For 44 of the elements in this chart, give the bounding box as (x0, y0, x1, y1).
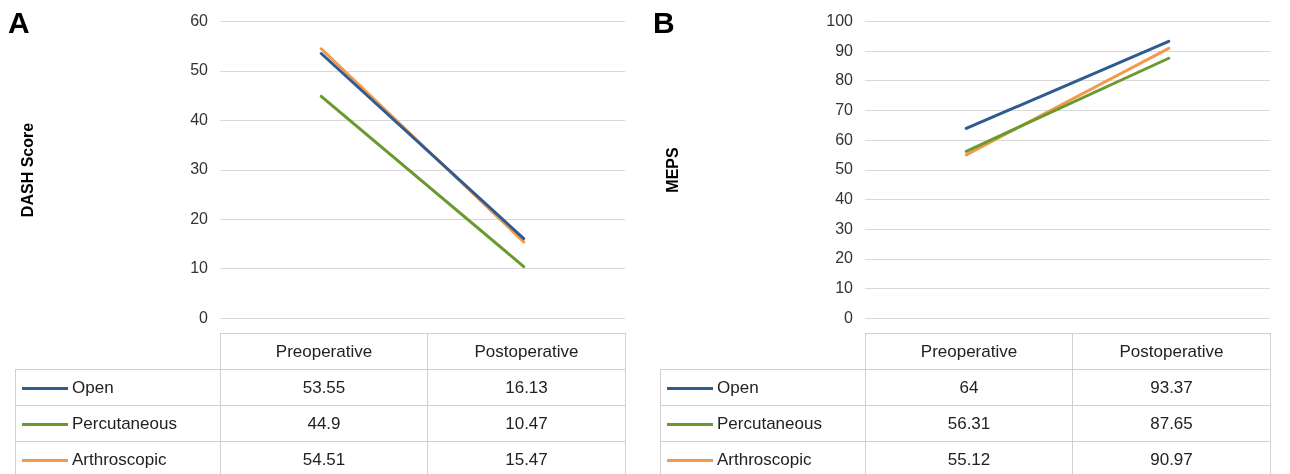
legend-label: Percutaneous (660, 405, 866, 442)
y-tick-label: 0 (199, 308, 209, 326)
y-tick-label: 20 (835, 249, 854, 267)
y-tick-label: 60 (190, 12, 209, 30)
legend-label: Open (15, 369, 221, 406)
legend-label: Open (660, 369, 866, 406)
y-tick-label: 50 (190, 61, 209, 79)
data-label: 53.55 (220, 369, 428, 406)
category-label: Postoperative (1119, 341, 1224, 361)
legend-label: Percutaneous (15, 405, 221, 442)
category-label: Preoperative (275, 341, 373, 361)
y-tick-label: 40 (835, 190, 854, 208)
data-label: 90.97 (1072, 441, 1271, 474)
data-label: 55.12 (865, 441, 1073, 474)
y-axis-title: MEPS (664, 147, 682, 193)
data-label: 87.65 (1072, 405, 1271, 442)
data-label: 44.9 (220, 405, 428, 442)
y-tick-label: 80 (835, 71, 854, 89)
y-tick-label: 10 (190, 259, 209, 277)
chart-title: B (653, 6, 675, 40)
y-tick-label: 20 (190, 209, 209, 227)
data-label: 54.51 (220, 441, 428, 474)
y-axis-title: DASH Score (19, 122, 37, 218)
data-label: 15.47 (427, 441, 626, 474)
y-tick-label: 50 (835, 160, 854, 178)
y-tick-label: 30 (835, 219, 854, 237)
y-tick-label: 90 (835, 41, 854, 59)
category-label: Preoperative (920, 341, 1018, 361)
category-label: Postoperative (474, 341, 579, 361)
data-label: 64 (865, 369, 1073, 406)
legend-label: Arthroscopic (15, 441, 221, 474)
y-tick-label: 100 (826, 12, 854, 30)
data-label: 93.37 (1072, 369, 1271, 406)
y-tick-label: 30 (190, 160, 209, 178)
y-tick-label: 60 (835, 130, 854, 148)
y-tick-label: 10 (835, 279, 854, 297)
data-label: 16.13 (427, 369, 626, 406)
data-label: 10.47 (427, 405, 626, 442)
y-tick-label: 40 (190, 110, 209, 128)
data-label: 56.31 (865, 405, 1073, 442)
chart-title: A (8, 6, 30, 40)
y-tick-label: 70 (835, 101, 854, 119)
y-tick-label: 0 (844, 308, 854, 326)
legend-label: Arthroscopic (660, 441, 866, 474)
